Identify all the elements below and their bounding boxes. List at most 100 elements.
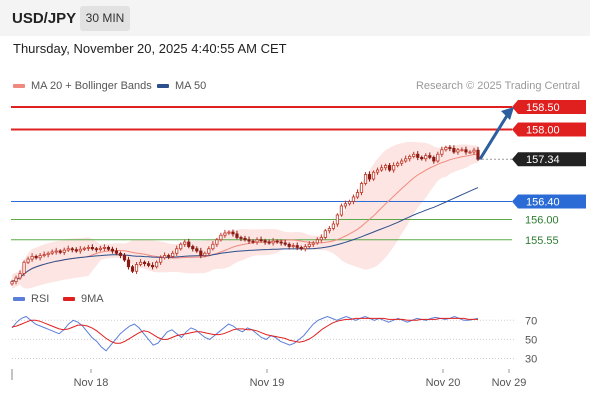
candle-body xyxy=(191,246,195,250)
candle-body xyxy=(396,162,400,166)
candle xyxy=(424,153,428,162)
candle xyxy=(175,245,179,256)
candle xyxy=(54,247,58,255)
candle-body xyxy=(207,248,211,254)
candle-body xyxy=(118,252,123,256)
candle-body xyxy=(351,196,356,202)
candle-body xyxy=(267,241,271,244)
candle-body xyxy=(163,255,167,259)
candle xyxy=(444,145,448,152)
candle-body xyxy=(223,232,227,236)
candle-body xyxy=(327,228,331,232)
candle-body xyxy=(42,254,46,257)
candle-body xyxy=(335,214,339,225)
candle-body xyxy=(211,243,215,250)
timestamp-text: Thursday, November 20, 2025 4:40:55 AM C… xyxy=(13,41,287,56)
candle xyxy=(34,254,38,260)
ma50-line xyxy=(11,187,479,283)
candle xyxy=(255,237,259,245)
candle xyxy=(195,246,199,253)
candle xyxy=(323,228,327,240)
candle-body xyxy=(464,149,468,153)
candle xyxy=(440,146,444,157)
candle xyxy=(50,249,54,256)
rsi-tick-30: 30 xyxy=(525,353,537,365)
candle xyxy=(428,152,432,160)
rsi-ma-line xyxy=(11,317,478,344)
level-label-158.00: 158.00 xyxy=(512,122,586,137)
candle xyxy=(267,239,271,245)
candle xyxy=(375,167,380,175)
level-label-156.00: 156.00 xyxy=(525,215,559,227)
candle-body xyxy=(247,239,251,242)
candle xyxy=(416,151,420,161)
candle xyxy=(110,246,115,254)
candle-body xyxy=(239,237,243,239)
candle-body xyxy=(283,242,287,245)
candle xyxy=(359,181,364,196)
candle-body xyxy=(412,153,416,157)
candle xyxy=(134,262,139,274)
candle-body xyxy=(456,149,460,153)
candle-body xyxy=(279,241,283,244)
candle xyxy=(432,155,436,164)
time-tick-label: Nov 20 xyxy=(426,377,461,389)
candle-body xyxy=(30,255,34,260)
candle xyxy=(279,239,283,246)
candle-body xyxy=(130,266,135,272)
candle xyxy=(251,239,255,244)
candle-body xyxy=(78,248,82,252)
candle xyxy=(303,244,307,252)
candle xyxy=(155,260,159,269)
candle xyxy=(231,229,235,237)
candle xyxy=(159,255,163,265)
candle xyxy=(18,270,22,280)
candle-body xyxy=(263,240,267,243)
candle-body xyxy=(26,258,30,263)
candle-body xyxy=(151,264,155,268)
candle-body xyxy=(331,223,335,229)
candle xyxy=(243,235,247,242)
legend-9ma-label: 9MA xyxy=(81,293,104,305)
candle-body xyxy=(86,246,90,249)
candle xyxy=(46,251,50,258)
candle xyxy=(167,253,171,260)
interval-button[interactable]: 30 MIN xyxy=(80,6,130,31)
candle-body xyxy=(215,239,219,245)
legend-ma50: MA 50 xyxy=(157,80,206,92)
candle-body xyxy=(347,201,352,205)
candle xyxy=(179,242,183,251)
legend-ma50-swatch xyxy=(157,84,169,89)
candle-body xyxy=(62,249,66,253)
level-label-158.50: 158.50 xyxy=(512,100,586,114)
candle xyxy=(291,243,295,249)
candle-body xyxy=(388,165,392,171)
candle-body xyxy=(187,241,191,247)
level-price-158.50: 158.50 xyxy=(526,102,560,114)
candle-body xyxy=(34,255,38,259)
forecast-arrow-shaft xyxy=(478,113,510,160)
candle xyxy=(464,146,468,155)
candle xyxy=(476,147,480,161)
candle-body xyxy=(90,246,94,250)
candle-body xyxy=(400,160,404,164)
level-label-157.34: 157.34 xyxy=(512,152,586,167)
candle xyxy=(203,251,207,258)
candle-body xyxy=(355,192,360,198)
candle-body xyxy=(303,246,307,250)
candle xyxy=(106,245,111,251)
candle xyxy=(456,147,460,155)
candle-body xyxy=(231,231,235,235)
candle-body xyxy=(359,183,364,193)
candle xyxy=(38,253,42,261)
candle-body xyxy=(219,234,223,241)
candle-body xyxy=(146,263,151,266)
candle-body xyxy=(142,261,147,265)
candle-body xyxy=(339,205,344,216)
candle-body xyxy=(138,261,143,265)
candle-body xyxy=(367,174,372,180)
candle xyxy=(331,220,335,231)
candle-body xyxy=(476,149,480,160)
candle xyxy=(151,262,155,270)
